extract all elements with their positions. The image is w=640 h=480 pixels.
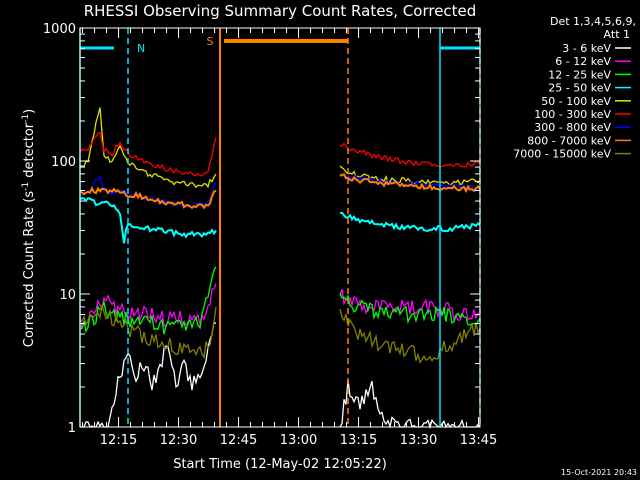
legend-label-7: 300 - 800 keV bbox=[534, 121, 611, 134]
series-line-9-segment-2 bbox=[339, 308, 481, 364]
y-tick-label-10: 10 bbox=[59, 288, 76, 303]
series-line-6-segment-1 bbox=[79, 132, 217, 177]
legend-header-line-1: Det 1,3,4,5,6,9, bbox=[550, 15, 636, 28]
legend-label-9: 7000 - 15000 keV bbox=[513, 148, 611, 161]
y-tick-label-1000: 1000 bbox=[43, 22, 76, 37]
series-line-5-segment-1 bbox=[79, 107, 217, 189]
footer-timestamp: 15-Oct-2021 20:43 bbox=[561, 468, 637, 477]
legend-header-line-2: Att 1 bbox=[604, 28, 630, 41]
x-tick-label-2: 12:45 bbox=[220, 433, 257, 448]
series-line-6-segment-2 bbox=[339, 142, 481, 168]
series-line-4-segment-2 bbox=[339, 211, 481, 233]
legend-label-4: 25 - 50 keV bbox=[548, 82, 611, 95]
y-axis-label-main: Corrected Count Rate (s bbox=[22, 191, 37, 348]
series-line-2-segment-2 bbox=[339, 288, 481, 323]
x-tick-label-1: 12:30 bbox=[160, 433, 197, 448]
series-line-1-segment-1 bbox=[80, 321, 217, 428]
series-line-8-segment-1 bbox=[79, 186, 217, 210]
series-line-4-segment-1 bbox=[79, 197, 217, 244]
series-line-9-segment-1 bbox=[79, 304, 217, 360]
x-tick-label-6: 13:45 bbox=[460, 433, 497, 448]
legend-label-3: 12 - 25 keV bbox=[548, 68, 611, 81]
plot-frame bbox=[79, 27, 481, 428]
series-line-8-segment-2 bbox=[339, 173, 481, 194]
y-axis-label: Corrected Count Rate (s-1 detector-1) bbox=[21, 109, 37, 347]
series-line-3-segment-2 bbox=[339, 292, 481, 327]
y-axis-label-end: ) bbox=[22, 109, 37, 114]
y-tick-label-100: 100 bbox=[51, 155, 76, 170]
y-axis-label-mid: detector bbox=[22, 122, 37, 182]
night-marker-label-1: N bbox=[137, 42, 145, 55]
series-line-5-segment-2 bbox=[339, 165, 481, 186]
axes: 1 10 100 1000 12:15 12:30 12:45 13:00 13:15 13:30… bbox=[43, 22, 497, 448]
legend-label-6: 100 - 300 keV bbox=[534, 108, 611, 121]
legend-label-2: 6 - 12 keV bbox=[555, 55, 611, 68]
series-line-7-segment-2 bbox=[339, 172, 481, 192]
legend-label-1: 3 - 6 keV bbox=[562, 42, 611, 55]
chart-title: RHESSI Observing Summary Count Rates, Co… bbox=[84, 2, 477, 20]
legend-label-5: 50 - 100 keV bbox=[541, 95, 611, 108]
legend-label-8: 800 - 7000 keV bbox=[527, 134, 611, 147]
x-axis-label: Start Time (12-May-02 12:05:22) bbox=[173, 457, 387, 472]
y-axis-label-sup-1: -1 bbox=[21, 182, 31, 191]
y-tick-label-1: 1 bbox=[68, 421, 76, 436]
x-tick-label-0: 12:15 bbox=[100, 433, 137, 448]
x-tick-label-4: 13:15 bbox=[340, 433, 377, 448]
plot-area bbox=[79, 107, 481, 430]
saa-marker-label: S bbox=[207, 35, 214, 48]
x-tick-label-3: 13:00 bbox=[280, 433, 317, 448]
x-tick-label-5: 13:30 bbox=[400, 433, 437, 448]
y-axis-label-sup-2: -1 bbox=[21, 114, 31, 123]
